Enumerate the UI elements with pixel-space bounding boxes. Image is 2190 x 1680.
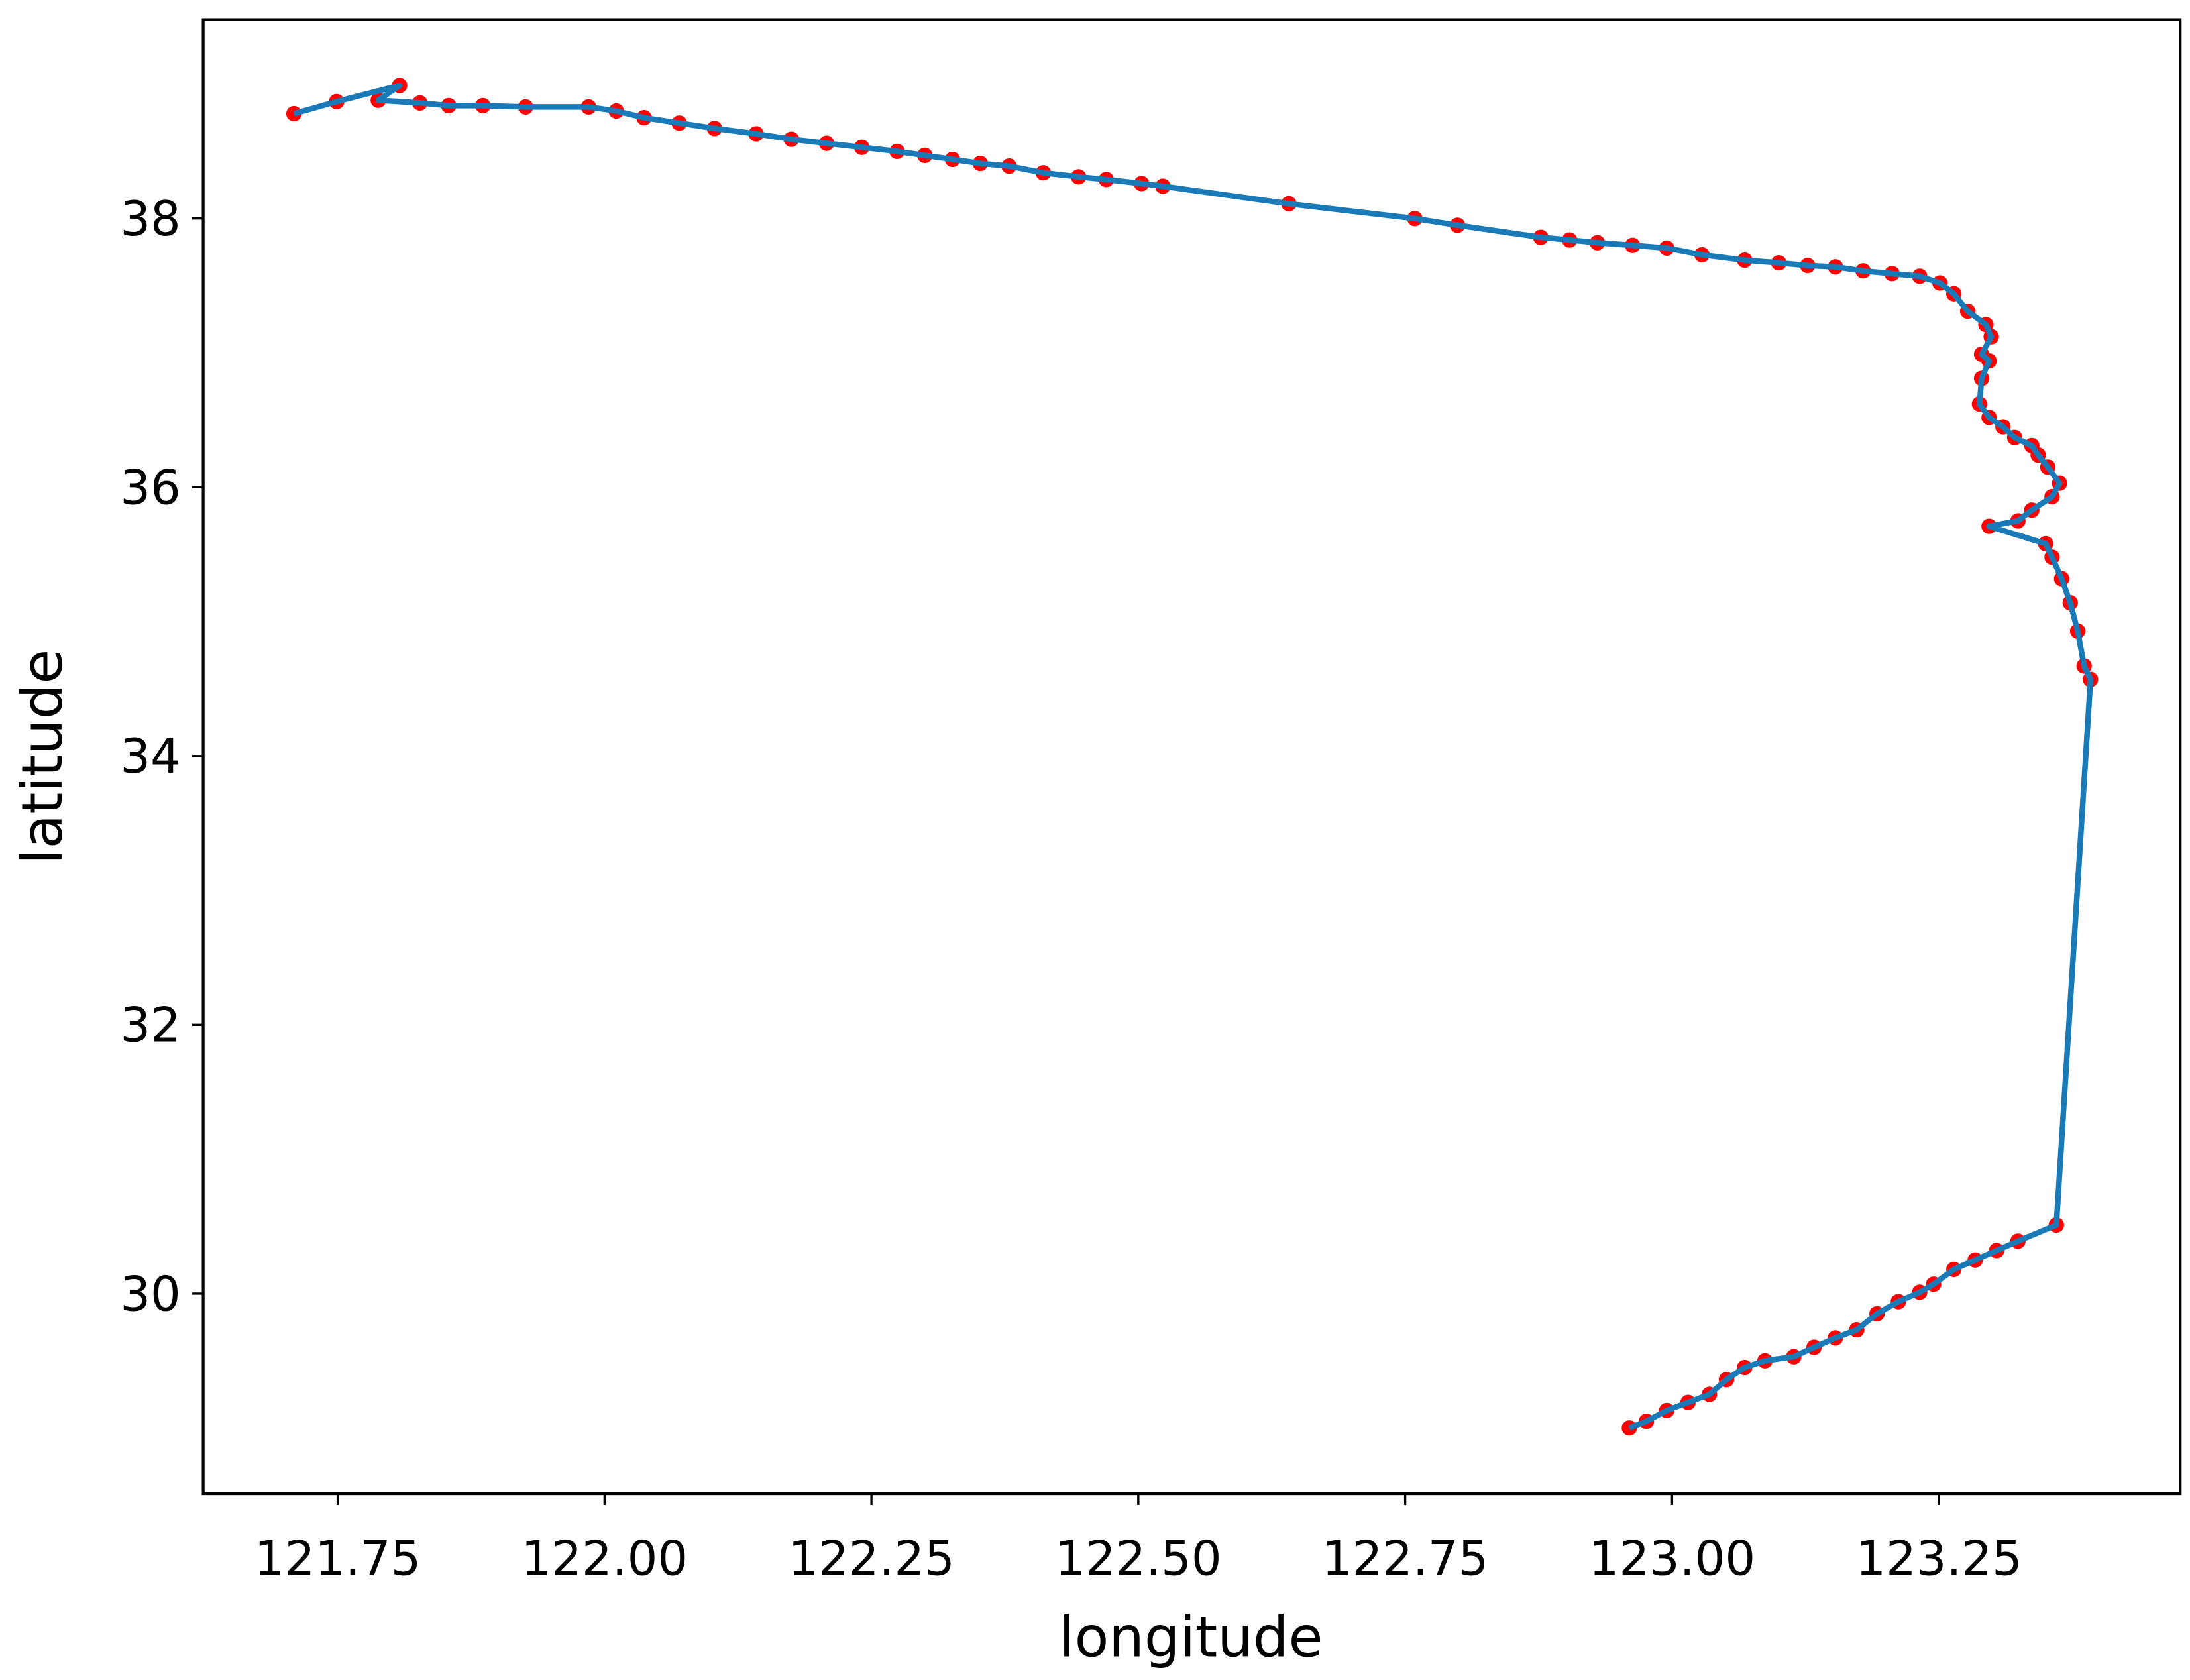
y-tick-label: 30 bbox=[120, 1266, 180, 1321]
y-tick-label: 34 bbox=[120, 728, 180, 784]
x-tick-label: 123.00 bbox=[1589, 1531, 1756, 1587]
y-axis-label: latitude bbox=[9, 649, 75, 864]
x-tick-label: 122.00 bbox=[521, 1531, 688, 1587]
x-axis-label: longitude bbox=[1059, 1604, 1323, 1669]
x-tick-label: 123.25 bbox=[1855, 1531, 2022, 1587]
plot-frame bbox=[201, 18, 2182, 1496]
x-tick-label: 122.75 bbox=[1322, 1531, 1488, 1587]
track-line bbox=[293, 82, 2094, 1431]
x-tick-label: 122.25 bbox=[788, 1531, 955, 1587]
x-tick-label: 122.50 bbox=[1055, 1531, 1222, 1587]
x-tick-label: 121.75 bbox=[254, 1531, 421, 1587]
y-tick-label: 38 bbox=[120, 191, 180, 247]
y-tick-label: 32 bbox=[120, 997, 180, 1053]
y-tick-label: 36 bbox=[120, 460, 180, 516]
